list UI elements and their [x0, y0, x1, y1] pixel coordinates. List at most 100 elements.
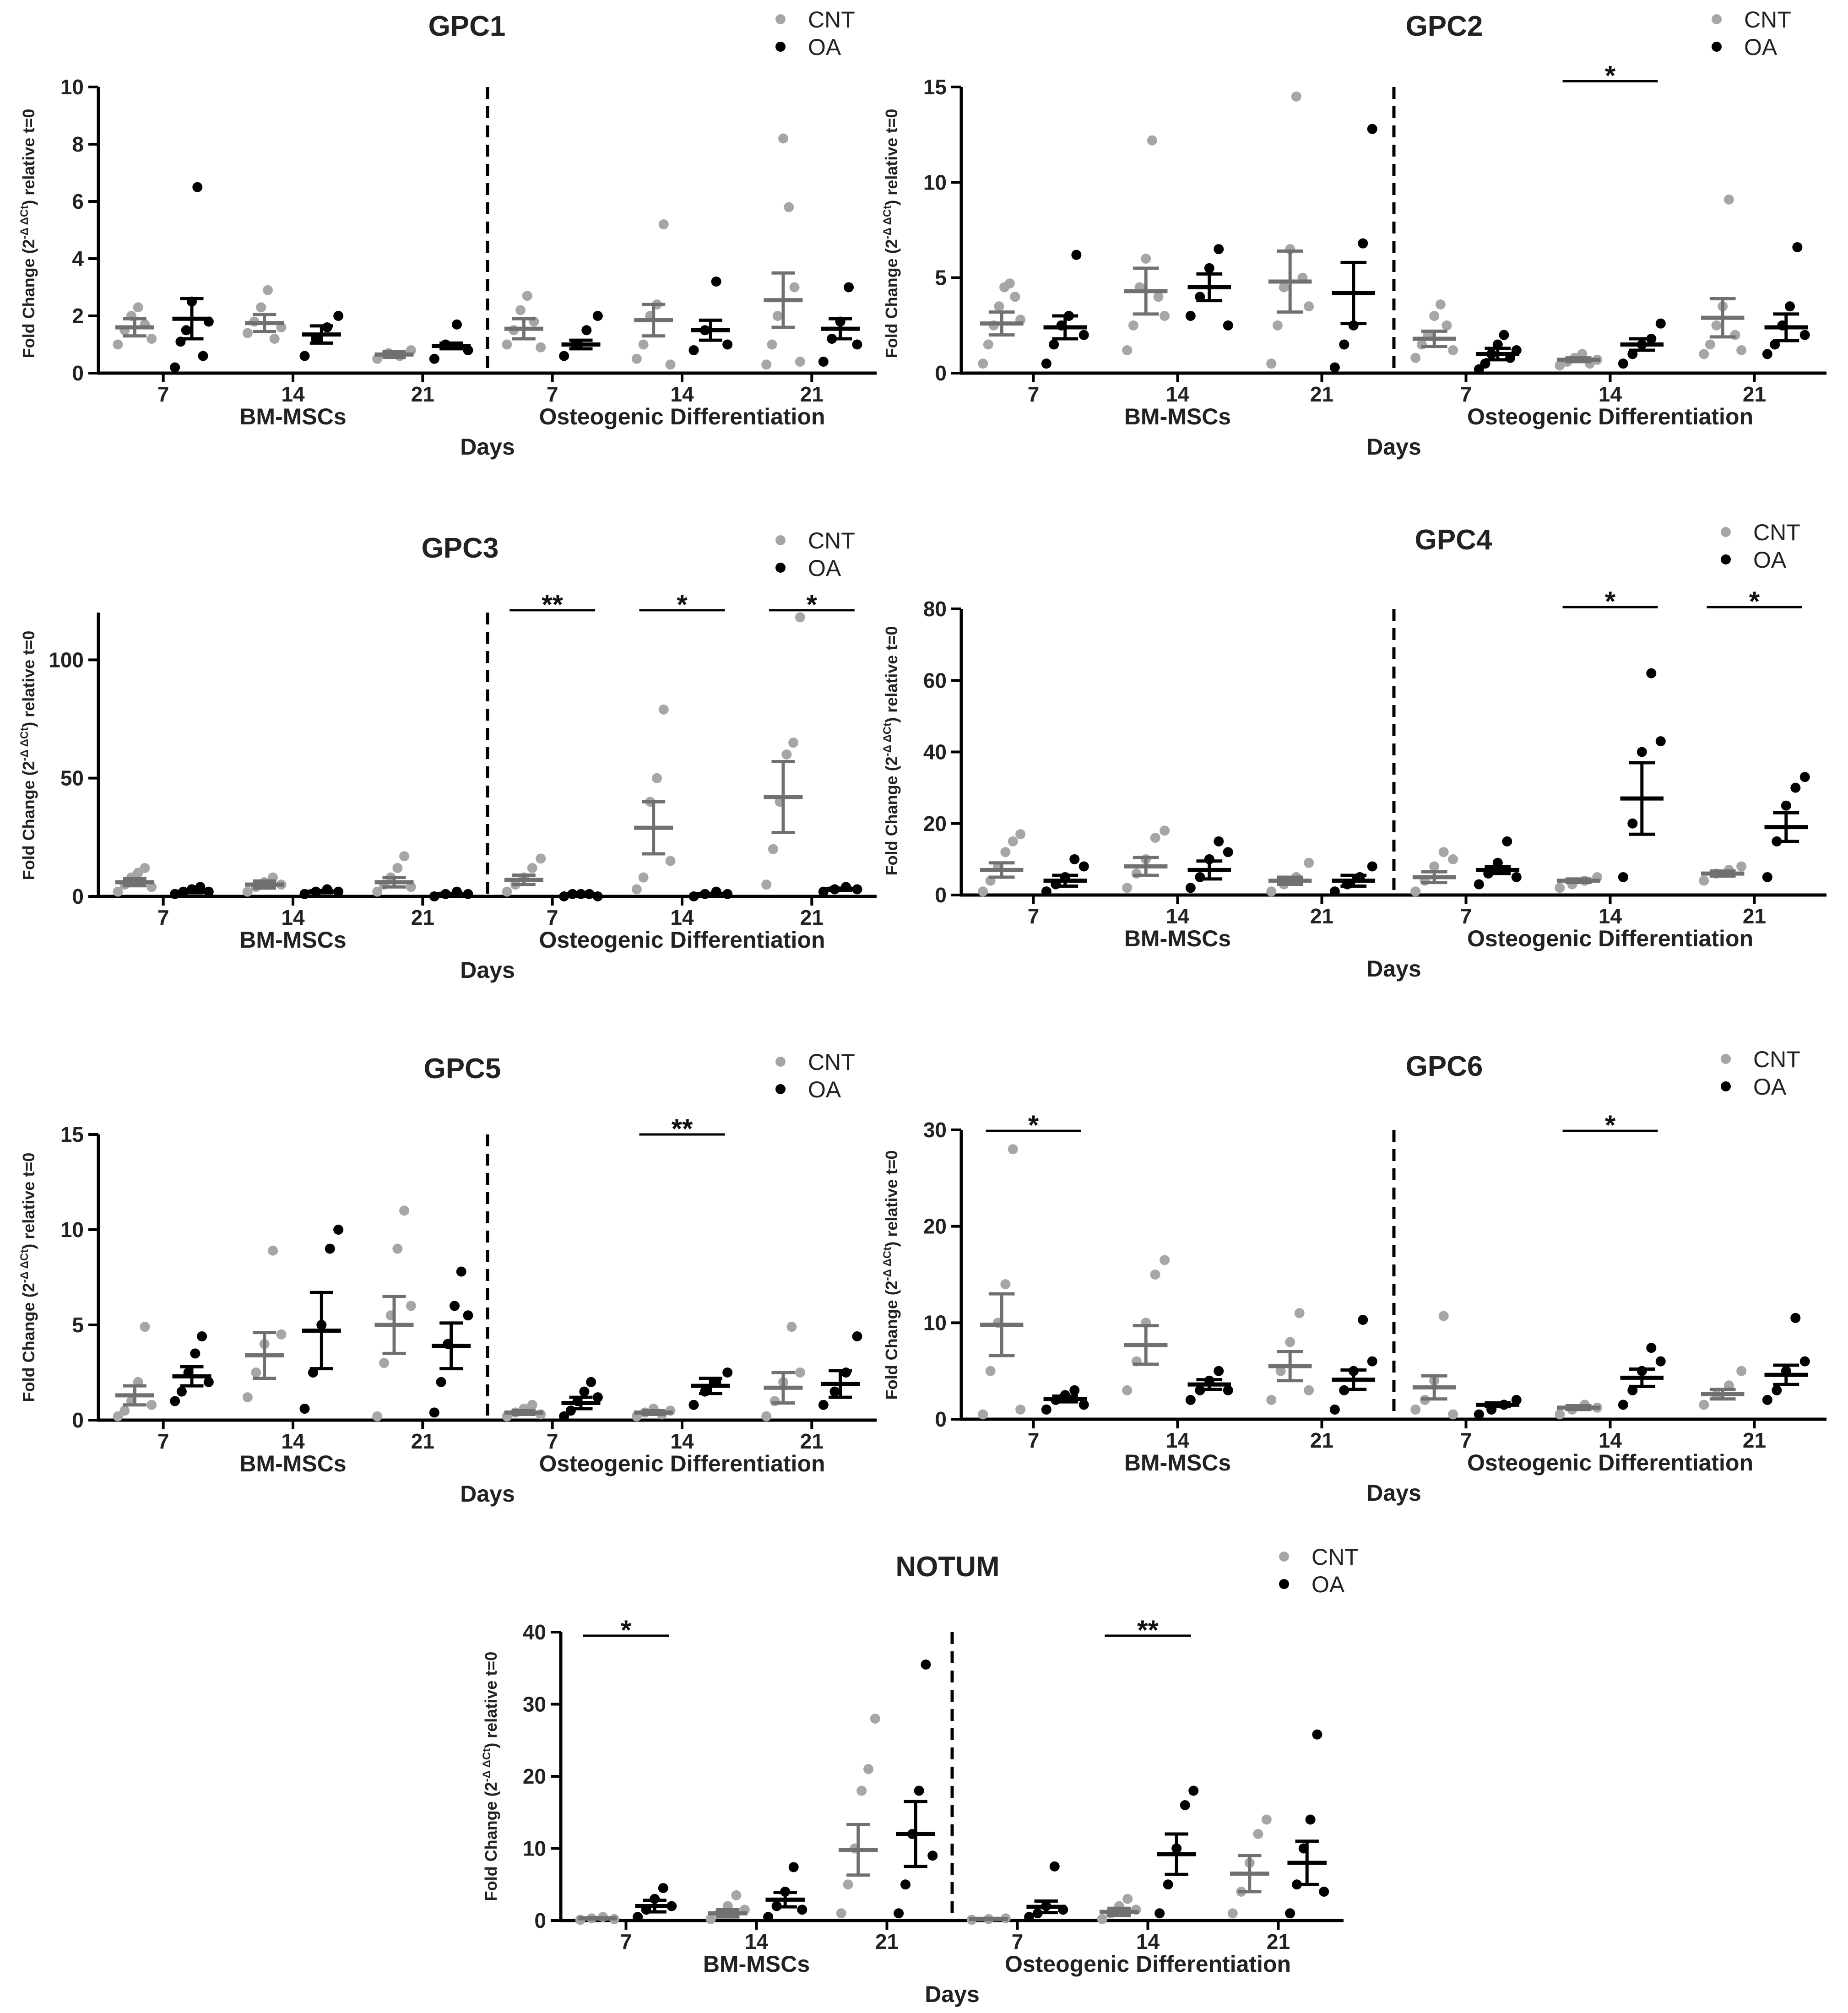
data-point-oa	[788, 1862, 799, 1872]
data-point-cnt	[985, 1366, 996, 1376]
data-point-oa	[565, 1405, 576, 1416]
data-point-oa	[840, 1367, 851, 1378]
data-point-oa	[1627, 818, 1638, 829]
data-point-cnt	[1015, 829, 1026, 840]
data-point-cnt	[372, 1411, 383, 1422]
data-point-cnt	[978, 886, 988, 897]
data-point-cnt	[1261, 1814, 1272, 1825]
x-tick-label: 21	[800, 906, 824, 929]
data-point-oa	[429, 1407, 439, 1418]
data-point-cnt	[978, 1409, 988, 1420]
data-point-cnt	[836, 1908, 846, 1919]
y-tick-label: 0	[935, 883, 947, 907]
panel-title: NOTUM	[895, 1551, 999, 1583]
x-tick-label: 14	[281, 382, 305, 406]
x-tick-label: 14	[1599, 904, 1622, 928]
y-tick-label: 4	[72, 247, 84, 271]
data-point-cnt	[1442, 320, 1452, 331]
y-tick-label: 2	[72, 304, 84, 328]
data-point-oa	[852, 1331, 862, 1341]
data-point-cnt	[843, 1879, 853, 1890]
y-tick-label: 6	[72, 190, 84, 213]
group-label-bm-mscs: BM-MSCs	[1124, 404, 1231, 429]
data-point-cnt	[1272, 320, 1283, 331]
y-axis-label: Fold Change (2-Δ ΔCt) relative t=0	[881, 109, 901, 358]
data-point-cnt	[761, 359, 772, 370]
data-point-oa	[559, 351, 569, 361]
x-axis-label: Days	[1366, 1480, 1421, 1506]
legend-cnt-marker	[1279, 1552, 1289, 1562]
data-point-oa	[818, 357, 829, 367]
data-point-cnt	[665, 359, 676, 370]
x-tick-label: 7	[1028, 1428, 1040, 1452]
data-point-cnt	[1410, 886, 1421, 897]
data-point-oa	[1185, 311, 1196, 321]
data-point-cnt	[1448, 854, 1458, 864]
legend-cnt-marker	[775, 535, 786, 545]
data-point-oa	[1511, 872, 1522, 882]
data-point-oa	[1188, 1785, 1199, 1796]
data-point-oa	[1781, 800, 1791, 811]
data-point-cnt	[1008, 1144, 1018, 1155]
data-point-oa	[1799, 772, 1810, 782]
y-tick-label: 0	[534, 1909, 546, 1932]
x-tick-label: 7	[1012, 1930, 1024, 1953]
data-point-oa	[203, 1377, 214, 1387]
y-axis-label: Fold Change (2-Δ ΔCt) relative t=0	[481, 1652, 500, 1901]
data-point-cnt	[778, 133, 788, 144]
data-point-oa	[1762, 872, 1772, 882]
data-point-cnt	[502, 886, 512, 897]
data-point-oa	[829, 1386, 840, 1397]
data-point-cnt	[1304, 857, 1314, 868]
data-point-cnt	[1294, 1308, 1305, 1318]
data-point-oa	[170, 1396, 180, 1406]
data-point-cnt	[767, 339, 777, 350]
data-point-oa	[700, 1386, 710, 1397]
legend-cnt-label: CNT	[1753, 520, 1800, 545]
data-point-cnt	[527, 863, 537, 873]
data-point-cnt	[1000, 847, 1011, 857]
data-point-oa	[559, 1411, 569, 1422]
data-point-oa	[456, 1266, 466, 1277]
data-point-cnt	[251, 1367, 261, 1378]
data-point-oa	[688, 345, 699, 355]
y-tick-label: 30	[923, 1118, 947, 1142]
data-point-oa	[763, 1912, 774, 1922]
significance-label: *	[677, 589, 688, 620]
data-point-cnt	[863, 1764, 874, 1774]
data-point-oa	[592, 1392, 603, 1403]
x-tick-label: 7	[1460, 382, 1472, 406]
data-point-oa	[1223, 847, 1233, 857]
y-tick-label: 10	[523, 1837, 546, 1861]
data-point-oa	[1041, 1404, 1051, 1415]
data-point-cnt	[1448, 345, 1458, 355]
data-point-cnt	[406, 1301, 416, 1311]
data-point-cnt	[1122, 345, 1133, 355]
data-point-cnt	[1122, 1894, 1133, 1904]
y-tick-label: 30	[523, 1693, 546, 1716]
data-point-oa	[1772, 1385, 1782, 1395]
data-point-oa	[921, 1659, 931, 1670]
data-point-oa	[1799, 1356, 1810, 1367]
data-point-oa	[1180, 1800, 1190, 1810]
panel-title: GPC6	[1406, 1051, 1483, 1082]
data-point-oa	[1312, 1729, 1322, 1740]
legend-cnt-marker	[775, 1057, 786, 1067]
x-axis-label: Days	[1366, 434, 1421, 460]
legend-oa-label: OA	[808, 34, 841, 60]
data-point-cnt	[1010, 292, 1020, 302]
y-tick-label: 5	[72, 1313, 84, 1337]
legend-cnt-label: CNT	[808, 7, 855, 33]
data-point-cnt	[1416, 339, 1427, 350]
data-point-cnt	[146, 882, 157, 892]
data-point-cnt	[276, 1329, 287, 1340]
data-point-oa	[1474, 879, 1484, 890]
data-point-cnt	[1150, 1270, 1160, 1280]
data-point-cnt	[242, 1392, 253, 1403]
significance-label: **	[542, 589, 563, 620]
data-point-cnt	[1150, 833, 1160, 843]
y-tick-label: 10	[60, 75, 84, 99]
